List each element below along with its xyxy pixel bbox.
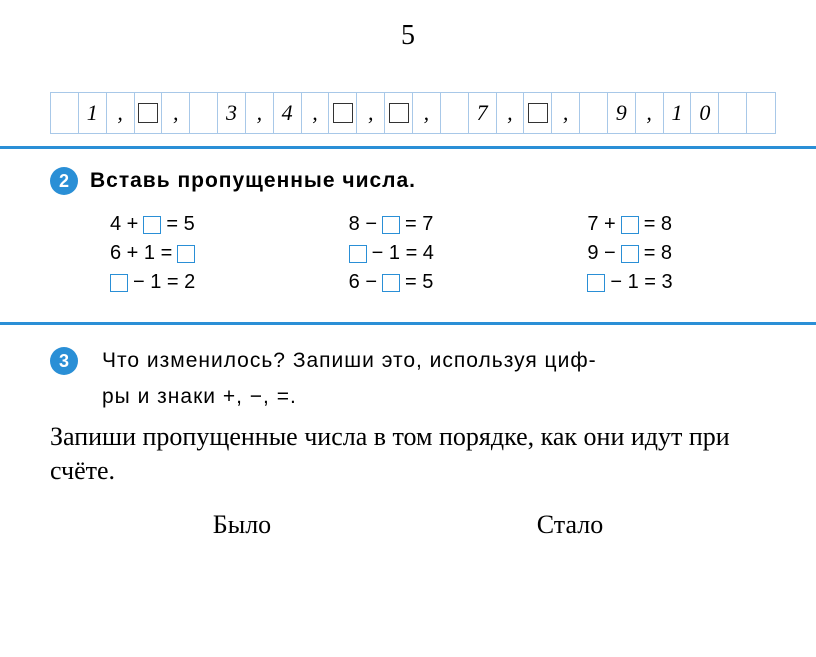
- grid-cell: [580, 93, 608, 133]
- equation-text: − 1 = 3: [610, 271, 672, 294]
- equation-text: 6 + 1 =: [110, 242, 172, 265]
- grid-cell: [441, 93, 469, 133]
- equation-text: 4 +: [110, 213, 138, 236]
- grid-cell: 9: [608, 93, 636, 133]
- overlay-instruction: Запиши пропущенные числа в том порядке, …: [0, 420, 816, 488]
- ex3-line1: Что изменилось? Запиши это, используя ци…: [102, 349, 597, 372]
- equation-text: = 8: [644, 242, 672, 265]
- grid-cell: [747, 93, 775, 133]
- grid-cell: ,: [302, 93, 330, 133]
- grid-cell: 7: [469, 93, 497, 133]
- blank-box: [349, 245, 367, 263]
- equation-text: 8 −: [349, 213, 377, 236]
- equation: 4 + = 5: [110, 213, 289, 236]
- equation-text: 7 +: [587, 213, 615, 236]
- grid-cell: ,: [246, 93, 274, 133]
- grid-cell: 1: [664, 93, 692, 133]
- blank-box: [177, 245, 195, 263]
- grid-cell: 3: [218, 93, 246, 133]
- blank-box: [587, 274, 605, 292]
- exercise-3-header: 3 Что изменилось? Запиши это, используя …: [50, 343, 766, 414]
- equation: 8 − = 7: [349, 213, 528, 236]
- exercise-2-header: 2 Вставь пропущенные числа.: [50, 167, 766, 195]
- exercise-2-title: Вставь пропущенные числа.: [90, 169, 416, 193]
- blank-box: [382, 216, 400, 234]
- blank-box: [143, 216, 161, 234]
- blank-box: [110, 274, 128, 292]
- blank-box: [621, 216, 639, 234]
- grid-cell: ,: [413, 93, 441, 133]
- equation: 6 − = 5: [349, 271, 528, 294]
- exercise-3-text: Что изменилось? Запиши это, используя ци…: [102, 343, 766, 414]
- equation-text: = 5: [405, 271, 433, 294]
- exercise-3: 3 Что изменилось? Запиши это, используя …: [0, 325, 816, 424]
- grid-cell: ,: [162, 93, 190, 133]
- grid-cell: ,: [552, 93, 580, 133]
- grid-cell: ,: [636, 93, 664, 133]
- equation-text: − 1 = 4: [372, 242, 434, 265]
- blank-box: [621, 245, 639, 263]
- equation-text: − 1 = 2: [133, 271, 195, 294]
- equation-text: = 7: [405, 213, 433, 236]
- equation: − 1 = 4: [349, 242, 528, 265]
- blank-cell: [385, 93, 413, 133]
- equation-text: = 5: [166, 213, 194, 236]
- grid-cell: 4: [274, 93, 302, 133]
- badge-3: 3: [50, 347, 78, 375]
- grid-cell: ,: [497, 93, 525, 133]
- equation-text: 6 −: [349, 271, 377, 294]
- grid-cell: 0: [691, 93, 719, 133]
- equation: 7 + = 8: [587, 213, 766, 236]
- badge-2: 2: [50, 167, 78, 195]
- label-became: Стало: [537, 510, 603, 540]
- grid-cell: ,: [357, 93, 385, 133]
- grid-cell: [719, 93, 747, 133]
- exercise-2: 2 Вставь пропущенные числа. 4 + = 5 8 − =…: [0, 149, 816, 304]
- ex3-line2: ры и знаки +, −, =.: [102, 385, 297, 408]
- grid-cell: 1: [79, 93, 107, 133]
- grid-cell: [51, 93, 79, 133]
- equation: − 1 = 3: [587, 271, 766, 294]
- blank-cell: [524, 93, 552, 133]
- grid-cell: ,: [107, 93, 135, 133]
- equation-grid: 4 + = 5 8 − = 7 7 + = 8 6 + 1 = − 1 = 4 9 − …: [110, 213, 766, 294]
- page-number: 5: [0, 0, 816, 92]
- blank-cell: [135, 93, 163, 133]
- equation: 9 − = 8: [587, 242, 766, 265]
- equation: − 1 = 2: [110, 271, 289, 294]
- bottom-labels: Было Стало: [0, 488, 816, 550]
- equation: 6 + 1 =: [110, 242, 289, 265]
- grid-cell: [190, 93, 218, 133]
- equation-text: = 8: [644, 213, 672, 236]
- equation-text: 9 −: [587, 242, 615, 265]
- number-sequence-row: 1,,3,4,,,7,,9,10: [50, 92, 776, 134]
- blank-cell: [329, 93, 357, 133]
- label-was: Было: [213, 510, 271, 540]
- blank-box: [382, 274, 400, 292]
